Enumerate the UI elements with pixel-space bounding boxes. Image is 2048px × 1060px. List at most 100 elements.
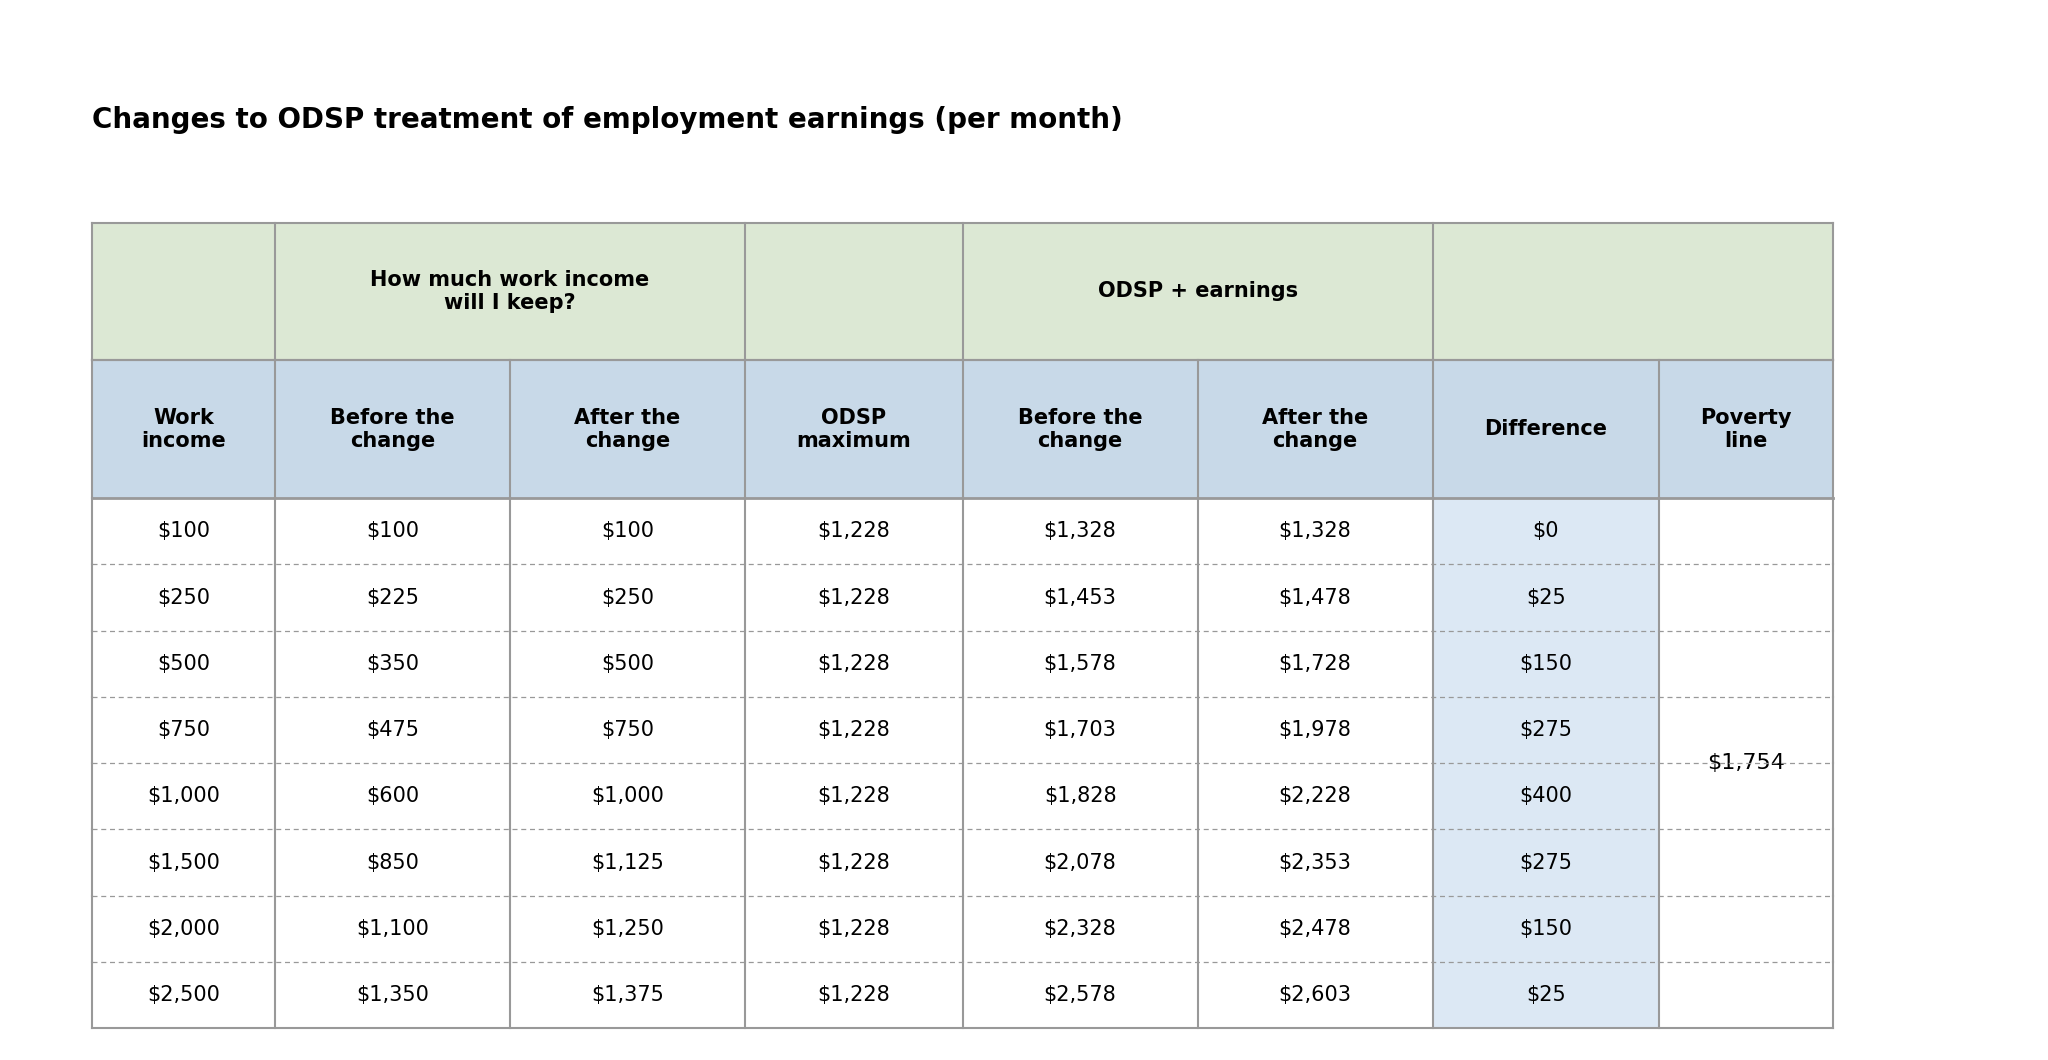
Bar — [1198, 631, 1434, 697]
Bar — [745, 564, 963, 631]
Text: $25: $25 — [1526, 587, 1565, 607]
Bar — [1434, 829, 1659, 896]
Bar — [1198, 564, 1434, 631]
Text: Poverty
line: Poverty line — [1700, 408, 1792, 450]
Text: $400: $400 — [1520, 787, 1573, 807]
Text: $100: $100 — [158, 522, 211, 542]
Bar — [1659, 631, 1833, 697]
Text: $2,228: $2,228 — [1278, 787, 1352, 807]
Bar — [1434, 896, 1659, 962]
Text: $250: $250 — [600, 587, 653, 607]
Bar — [745, 896, 963, 962]
Bar — [1434, 763, 1659, 829]
Text: $1,375: $1,375 — [592, 985, 664, 1005]
Text: $1,250: $1,250 — [592, 919, 664, 939]
Text: $275: $275 — [1520, 720, 1573, 740]
Bar — [963, 564, 1198, 631]
Bar — [963, 498, 1198, 564]
Text: ODSP
maximum: ODSP maximum — [797, 408, 911, 450]
Bar — [92, 631, 274, 697]
Bar — [745, 631, 963, 697]
Text: $1,328: $1,328 — [1278, 522, 1352, 542]
Text: $850: $850 — [367, 852, 420, 872]
Bar — [1198, 763, 1434, 829]
Text: $1,578: $1,578 — [1044, 654, 1116, 674]
Text: $600: $600 — [367, 787, 420, 807]
Bar — [1198, 498, 1434, 564]
Text: $1,478: $1,478 — [1278, 587, 1352, 607]
Text: $2,078: $2,078 — [1044, 852, 1116, 872]
Bar — [963, 763, 1198, 829]
Text: $1,703: $1,703 — [1044, 720, 1116, 740]
Bar — [274, 896, 510, 962]
Bar — [1659, 896, 1833, 962]
Text: $1,350: $1,350 — [356, 985, 428, 1005]
Text: $1,100: $1,100 — [356, 919, 428, 939]
Text: $1,453: $1,453 — [1044, 587, 1116, 607]
Text: $25: $25 — [1526, 985, 1565, 1005]
Text: $350: $350 — [367, 654, 420, 674]
Text: $1,000: $1,000 — [592, 787, 664, 807]
Bar — [274, 564, 510, 631]
Text: $1,828: $1,828 — [1044, 787, 1116, 807]
Bar — [1434, 564, 1659, 631]
Text: $1,000: $1,000 — [147, 787, 219, 807]
Bar — [1198, 829, 1434, 896]
Text: How much work income
will I keep?: How much work income will I keep? — [371, 270, 649, 313]
Bar — [1434, 498, 1659, 564]
Bar — [963, 896, 1198, 962]
Bar — [1198, 896, 1434, 962]
Text: $225: $225 — [367, 587, 420, 607]
Bar — [1198, 962, 1434, 1028]
Text: $100: $100 — [367, 522, 420, 542]
Text: $1,125: $1,125 — [592, 852, 664, 872]
Bar — [92, 564, 274, 631]
Text: $2,328: $2,328 — [1044, 919, 1116, 939]
Text: $2,578: $2,578 — [1044, 985, 1116, 1005]
Text: $1,228: $1,228 — [817, 720, 891, 740]
Bar — [510, 829, 745, 896]
Text: $1,228: $1,228 — [817, 587, 891, 607]
Bar — [1434, 962, 1659, 1028]
Text: $150: $150 — [1520, 654, 1573, 674]
Bar — [1434, 631, 1659, 697]
Bar — [745, 763, 963, 829]
Bar — [510, 697, 745, 763]
Text: $2,603: $2,603 — [1278, 985, 1352, 1005]
Bar — [92, 962, 274, 1028]
Bar — [274, 631, 510, 697]
Text: $750: $750 — [158, 720, 211, 740]
Bar — [745, 829, 963, 896]
Text: After the
change: After the change — [573, 408, 680, 450]
Text: $1,978: $1,978 — [1278, 720, 1352, 740]
Bar — [92, 829, 274, 896]
Text: $475: $475 — [367, 720, 420, 740]
Text: $1,328: $1,328 — [1044, 522, 1116, 542]
Bar — [1659, 564, 1833, 631]
Text: $275: $275 — [1520, 852, 1573, 872]
Bar — [510, 763, 745, 829]
Text: $150: $150 — [1520, 919, 1573, 939]
Text: $750: $750 — [600, 720, 653, 740]
Text: $1,728: $1,728 — [1278, 654, 1352, 674]
Text: $2,353: $2,353 — [1278, 852, 1352, 872]
Text: $500: $500 — [158, 654, 211, 674]
Text: $500: $500 — [600, 654, 653, 674]
Bar — [510, 498, 745, 564]
Bar — [274, 498, 510, 564]
Bar — [1659, 498, 1833, 564]
Text: $2,000: $2,000 — [147, 919, 219, 939]
Bar — [274, 697, 510, 763]
Bar — [1659, 962, 1833, 1028]
Text: ODSP + earnings: ODSP + earnings — [1098, 282, 1298, 301]
Bar — [745, 962, 963, 1028]
Bar — [1198, 697, 1434, 763]
Bar — [510, 631, 745, 697]
Bar — [745, 498, 963, 564]
Text: $1,754: $1,754 — [1706, 754, 1786, 773]
Bar — [274, 829, 510, 896]
Bar — [1659, 763, 1833, 829]
Text: $250: $250 — [158, 587, 211, 607]
Bar — [92, 763, 274, 829]
Text: Work
income: Work income — [141, 408, 225, 450]
